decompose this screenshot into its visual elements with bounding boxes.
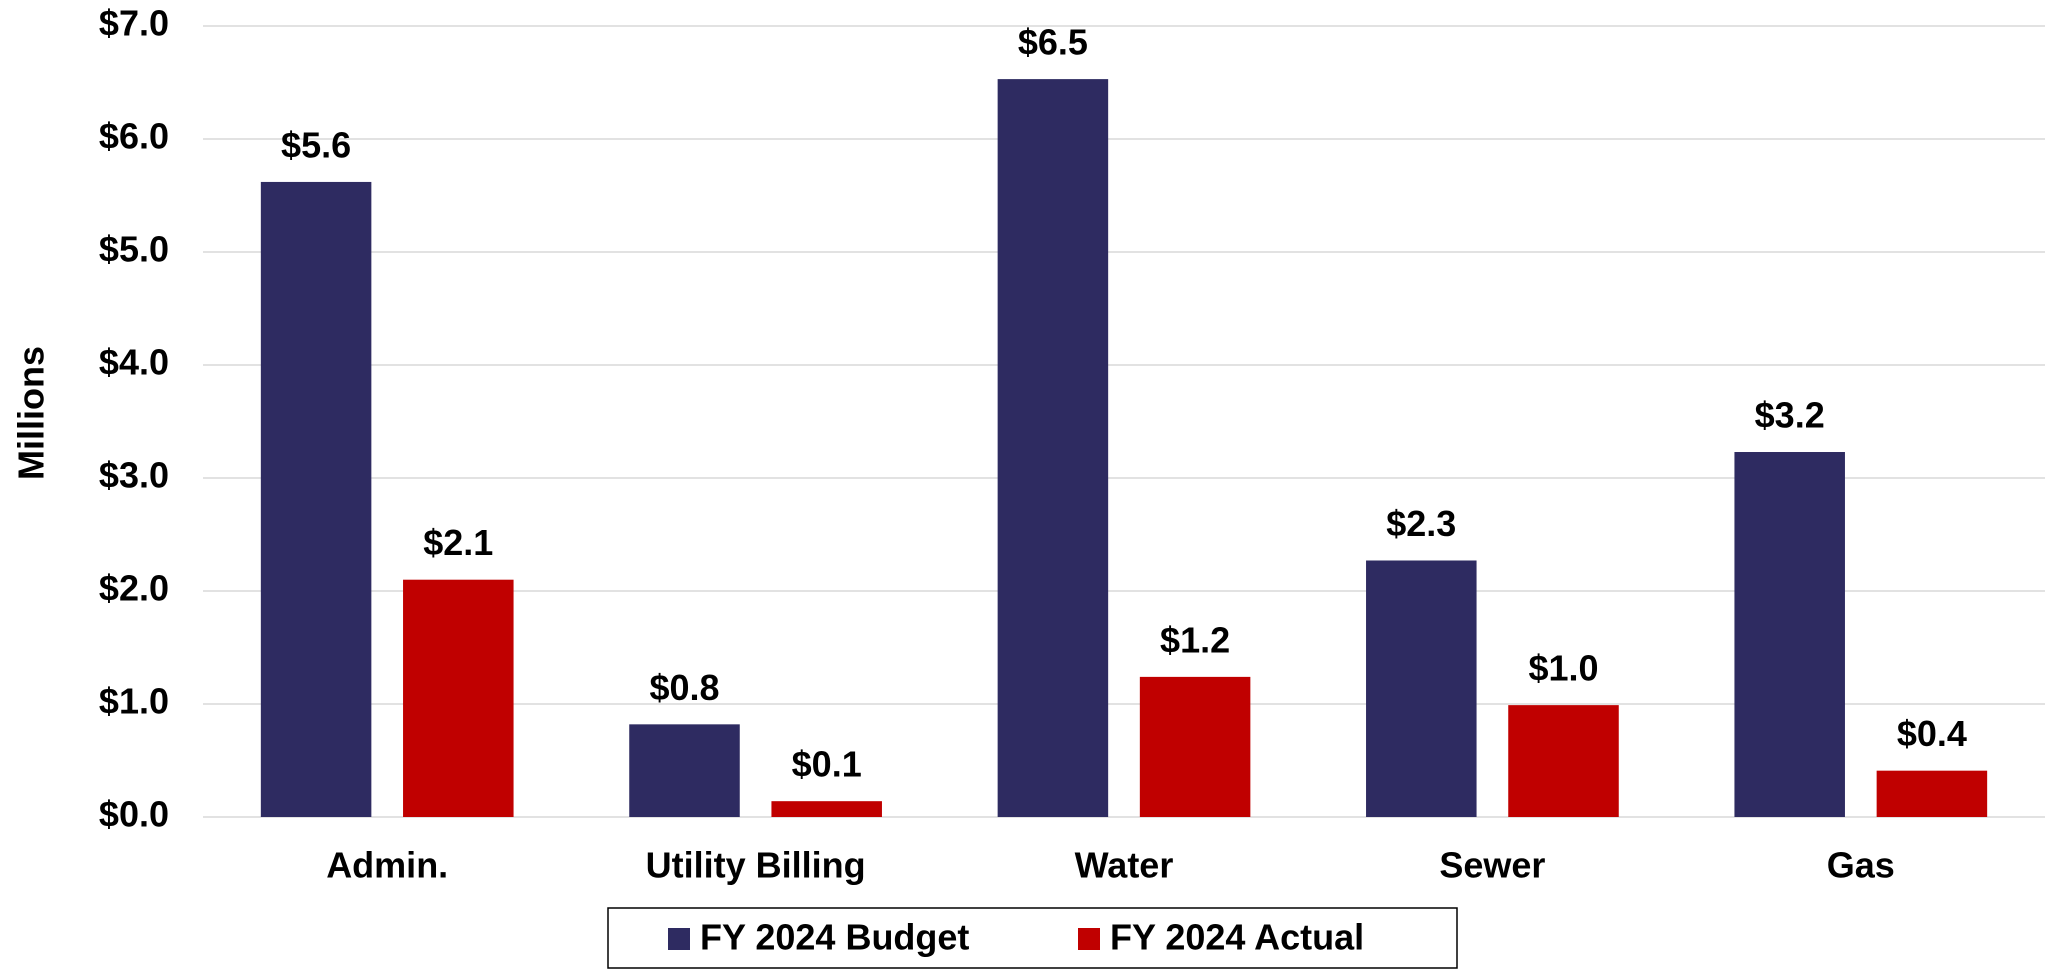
- y-axis-label: Millions: [11, 346, 52, 480]
- y-tick-label: $2.0: [99, 568, 169, 609]
- bar: [260, 181, 372, 817]
- value-label: $6.5: [1018, 22, 1088, 63]
- y-tick-label: $3.0: [99, 455, 169, 496]
- value-label: $1.0: [1528, 648, 1598, 689]
- x-tick-label: Admin.: [326, 845, 448, 886]
- y-tick-label: $7.0: [99, 3, 169, 44]
- bar: [403, 579, 514, 817]
- x-tick-label: Water: [1075, 845, 1174, 886]
- x-tick-label: Gas: [1827, 845, 1895, 886]
- value-label: $2.1: [423, 522, 493, 563]
- x-tick-label: Utility Billing: [646, 845, 866, 886]
- legend-swatch: [1078, 928, 1100, 950]
- value-label: $0.8: [649, 667, 719, 708]
- value-label: $2.3: [1386, 503, 1456, 544]
- bar: [1734, 452, 1845, 817]
- y-tick-label: $5.0: [99, 229, 169, 270]
- value-label: $0.4: [1897, 713, 1967, 754]
- bar: [1876, 770, 1988, 817]
- legend-label: FY 2024 Actual: [1110, 917, 1364, 958]
- y-tick-label: $1.0: [99, 681, 169, 722]
- x-tick-label: Sewer: [1439, 845, 1545, 886]
- legend-swatch: [668, 928, 690, 950]
- y-tick-label: $4.0: [99, 342, 169, 383]
- bar: [997, 79, 1109, 818]
- y-tick-label: $6.0: [99, 116, 169, 157]
- value-label: $1.2: [1160, 619, 1230, 660]
- bar: [1366, 560, 1477, 817]
- value-label: $0.1: [792, 744, 862, 785]
- bar: [1508, 705, 1619, 817]
- legend-label: FY 2024 Budget: [700, 917, 969, 958]
- value-label: $3.2: [1755, 395, 1825, 436]
- legend-box: [607, 907, 1458, 969]
- bar: [771, 801, 882, 817]
- y-tick-label: $0.0: [99, 794, 169, 835]
- value-label: $5.6: [281, 124, 351, 165]
- bar: [629, 724, 740, 817]
- bar: [1139, 676, 1251, 817]
